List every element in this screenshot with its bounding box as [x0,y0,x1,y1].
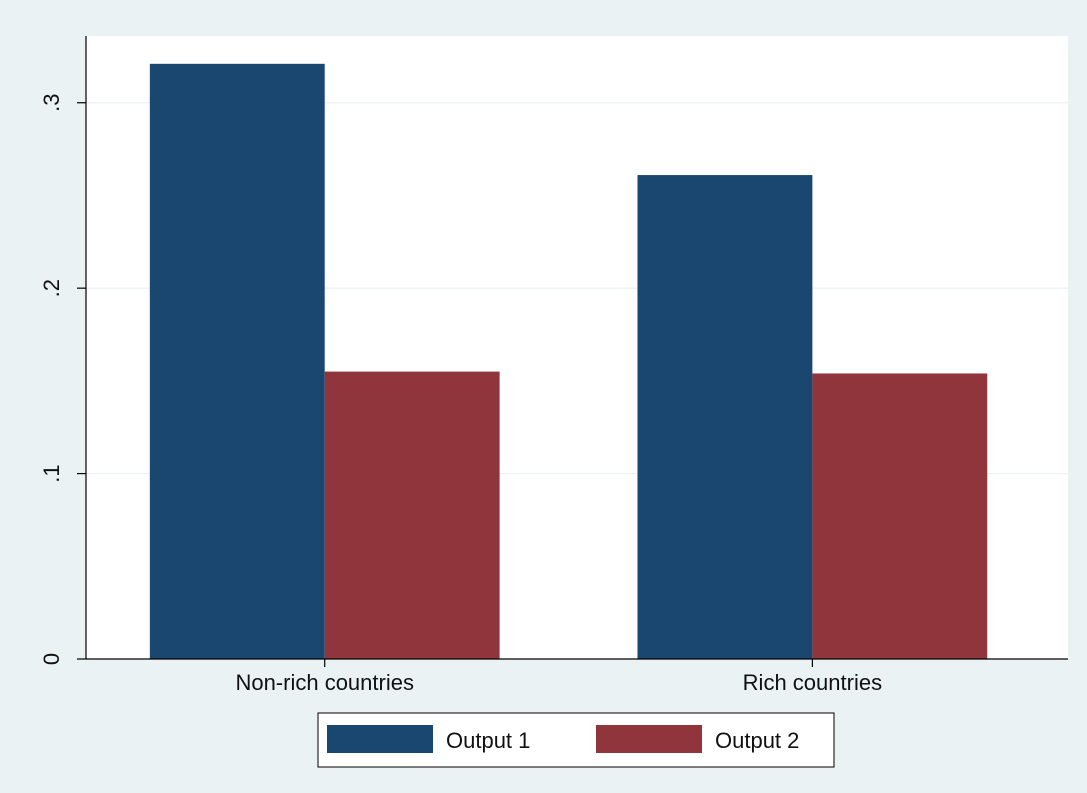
y-tick-label: .3 [39,94,64,112]
y-tick-label: 0 [39,653,64,665]
legend-label-output-1: Output 1 [446,728,530,753]
x-tick-label: Non-rich countries [235,670,414,695]
x-axis-labels: Non-rich countries Rich countries [235,659,882,695]
legend: Output 1 Output 2 [317,712,835,768]
bar-0-0 [149,63,325,659]
bar-1-0 [637,175,813,659]
bar-1-1 [812,373,988,659]
y-axis-ticks: 0 .1 .2 .3 [39,94,86,665]
legend-label-output-2: Output 2 [715,728,799,753]
legend-swatch-output-2 [596,725,702,753]
bar-0-1 [324,371,500,659]
x-tick-label: Rich countries [743,670,882,695]
y-tick-label: .2 [39,279,64,297]
legend-swatch-output-1 [327,725,433,753]
y-tick-label: .1 [39,464,64,482]
bars [149,63,988,659]
